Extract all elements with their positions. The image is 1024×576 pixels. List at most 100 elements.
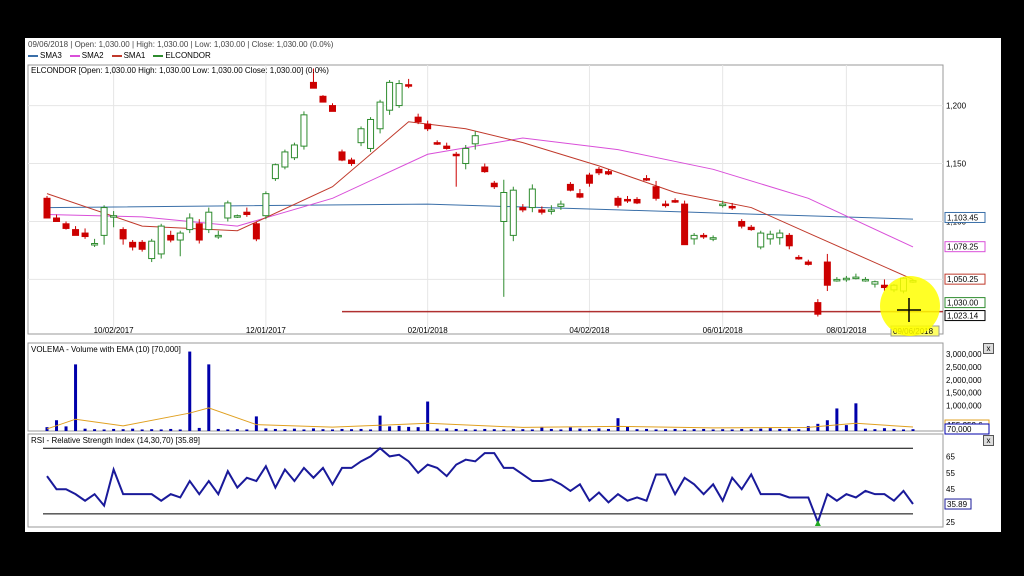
volume-bar xyxy=(778,428,782,431)
candle-body xyxy=(328,105,336,112)
volume-bar xyxy=(64,426,68,431)
price-x-tick-label: 10/02/2017 xyxy=(94,326,135,335)
candle-body xyxy=(709,237,717,240)
volume-bar xyxy=(340,428,344,431)
volume-bar xyxy=(549,428,553,431)
volume-bar xyxy=(835,408,839,431)
volume-bar xyxy=(188,351,192,431)
candle-body xyxy=(738,220,746,227)
candle-body xyxy=(53,217,61,222)
candle-body xyxy=(585,174,593,184)
volume-bar xyxy=(74,364,78,431)
candle-body xyxy=(348,159,356,165)
price-value-tag-box xyxy=(944,211,986,223)
volume-bar xyxy=(197,427,201,431)
candle-body xyxy=(129,241,137,248)
candle-body xyxy=(205,211,213,231)
candle-body xyxy=(861,278,869,282)
rsi-plot-frame xyxy=(27,433,944,528)
candle-body xyxy=(852,276,860,280)
volume-bar xyxy=(711,429,715,431)
volume-bar xyxy=(683,429,687,431)
volume-bar xyxy=(178,429,182,431)
volume-bar xyxy=(407,426,411,431)
rsi-panel: 655545352535.89 xyxy=(27,433,972,528)
price-x-tick-label: 06/01/2018 xyxy=(703,326,744,335)
volume-bar xyxy=(473,429,477,431)
candle-body xyxy=(72,229,80,236)
volume-bar xyxy=(521,429,525,431)
candle-body xyxy=(167,234,175,241)
candle-body xyxy=(509,189,517,236)
candle-body xyxy=(271,164,279,180)
candle-body xyxy=(357,128,365,144)
candle-body xyxy=(566,183,574,191)
candle-body xyxy=(195,223,203,241)
candle-body xyxy=(633,198,641,204)
price-plot-frame xyxy=(27,64,944,335)
candle-body xyxy=(186,217,194,231)
price-panel: 1,2001,1501,1001,05010/02/201712/01/2017… xyxy=(27,64,986,337)
volume-bar xyxy=(692,429,696,431)
volume-bar xyxy=(787,428,791,431)
volume-bar xyxy=(159,429,163,431)
price-value-tag-box xyxy=(944,297,986,309)
volume-bar xyxy=(321,429,325,431)
candle-body xyxy=(290,144,298,159)
candle-body xyxy=(386,81,394,111)
volume-bar xyxy=(464,429,468,431)
volume-panel-title: VOLEMA - Volume with EMA (10) [70,000] xyxy=(31,345,181,354)
candle-body xyxy=(671,200,679,203)
candle-body xyxy=(547,209,555,212)
volume-bar xyxy=(273,428,277,431)
volume-bar xyxy=(578,428,582,431)
candle-body xyxy=(338,151,346,161)
volume-bar xyxy=(854,403,858,431)
volume-ema-line xyxy=(46,407,914,430)
volume-bar xyxy=(844,425,848,431)
volume-bar xyxy=(492,429,496,431)
volume-bar xyxy=(150,429,154,431)
legend-label: SMA3 xyxy=(40,51,62,60)
candle-body xyxy=(367,118,375,149)
volume-bar xyxy=(169,428,173,431)
volume-bar xyxy=(226,429,230,431)
volume-bar xyxy=(302,429,306,431)
volume-panel-close-button[interactable]: x xyxy=(983,343,994,354)
candle-body xyxy=(262,193,270,217)
candle-body xyxy=(833,278,841,282)
volume-bar xyxy=(635,429,639,431)
rsi-panel-close-button[interactable]: x xyxy=(983,435,994,446)
volume-bar xyxy=(911,429,915,431)
volume-bar xyxy=(816,423,820,431)
volume-bar xyxy=(112,428,116,431)
rsi-y-tick-label: 45 xyxy=(946,485,955,494)
candle-body xyxy=(148,240,156,260)
legend-entry: ELCONDOR xyxy=(153,51,211,60)
price-value-tag: 1,050.25 xyxy=(947,275,979,284)
candle-body xyxy=(757,232,765,248)
candle-body xyxy=(823,261,831,286)
volume-bar xyxy=(245,429,249,431)
candle-body xyxy=(776,232,784,239)
cursor-highlight xyxy=(880,276,940,336)
candle-body xyxy=(519,207,527,211)
candle-body xyxy=(728,205,736,209)
candle-body xyxy=(224,202,232,219)
volume-bar xyxy=(216,428,220,431)
volume-bar xyxy=(768,428,772,431)
volume-y-tick-label: 1,000,000 xyxy=(946,401,982,410)
price-value-tag-box xyxy=(944,310,986,322)
candle-body xyxy=(443,145,451,149)
price-value-tag: 1,078.25 xyxy=(947,243,979,252)
candle-body xyxy=(110,215,118,218)
candle-body xyxy=(414,116,422,123)
candle-body xyxy=(842,277,850,281)
volume-bar xyxy=(359,428,363,431)
volume-bar xyxy=(102,429,106,431)
volume-bar xyxy=(749,429,753,431)
volume-bar xyxy=(235,429,239,431)
volume-bar xyxy=(426,401,430,431)
legend-swatch xyxy=(28,54,38,57)
legend-entry: SMA1 xyxy=(111,51,145,60)
